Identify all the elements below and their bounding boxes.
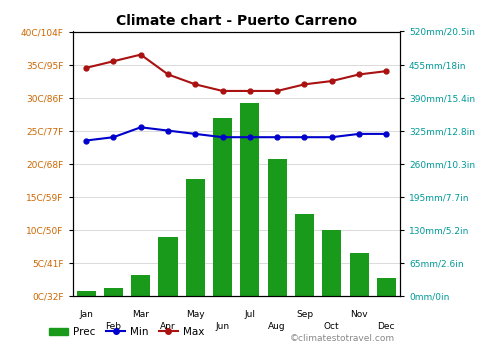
Bar	[186, 179, 205, 296]
Text: Nov: Nov	[350, 310, 368, 318]
Text: Oct: Oct	[324, 322, 340, 331]
Bar	[131, 275, 150, 296]
Bar	[322, 230, 342, 296]
Text: Jul: Jul	[244, 310, 256, 318]
Text: May: May	[186, 310, 204, 318]
Text: Mar: Mar	[132, 310, 149, 318]
Bar	[104, 288, 123, 296]
Text: Dec: Dec	[378, 322, 395, 331]
Bar	[213, 118, 232, 296]
Text: Jan: Jan	[79, 310, 93, 318]
Text: Feb: Feb	[106, 322, 122, 331]
Bar	[295, 215, 314, 296]
Bar	[240, 103, 260, 296]
Text: Jun: Jun	[216, 322, 230, 331]
Legend: Prec, Min, Max: Prec, Min, Max	[45, 323, 208, 341]
Bar	[350, 253, 368, 296]
Bar	[158, 237, 178, 296]
Text: Apr: Apr	[160, 322, 176, 331]
Text: Aug: Aug	[268, 322, 286, 331]
Text: Sep: Sep	[296, 310, 313, 318]
Bar	[377, 278, 396, 296]
Bar	[268, 159, 286, 296]
Title: Climate chart - Puerto Carreno: Climate chart - Puerto Carreno	[116, 14, 357, 28]
Bar	[76, 290, 96, 296]
Text: ©climatestotravel.com: ©climatestotravel.com	[290, 334, 395, 343]
